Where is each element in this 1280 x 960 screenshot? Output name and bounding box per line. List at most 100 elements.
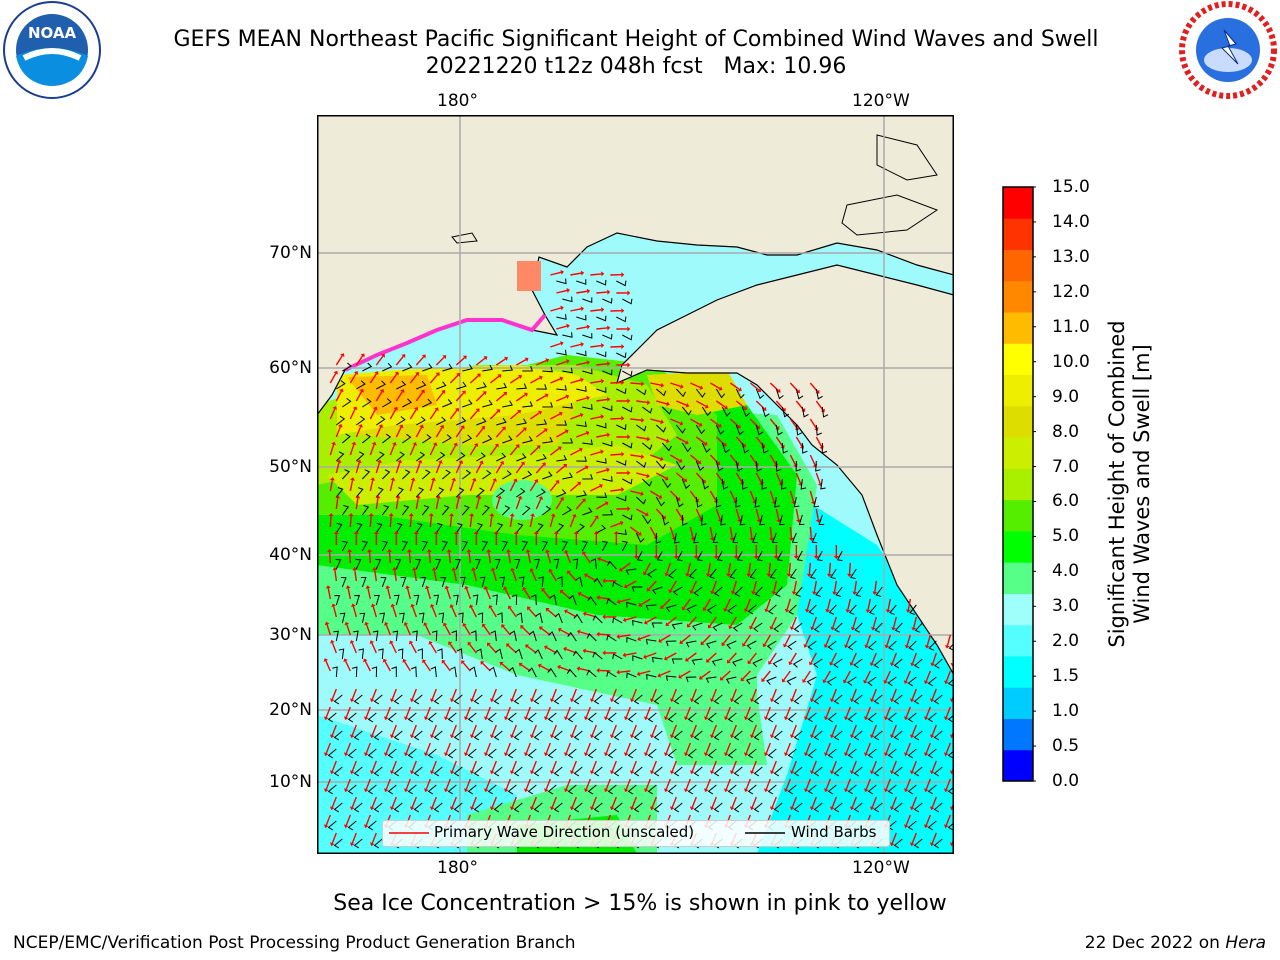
wind-barb	[667, 748, 677, 759]
wind-barb	[633, 766, 643, 777]
wave-direction-arrowhead	[804, 608, 810, 613]
wave-direction-arrow	[946, 634, 952, 646]
wind-barb	[701, 478, 710, 490]
wind-barb	[602, 298, 613, 304]
wave-direction-arrow	[687, 562, 692, 574]
wave-direction-arrowhead	[909, 806, 915, 811]
wind-barb	[692, 622, 703, 631]
wave-direction-arrowhead	[905, 609, 911, 613]
wind-barb	[867, 784, 877, 795]
wave-direction-arrow	[501, 663, 511, 672]
wind-barb	[342, 362, 352, 372]
wave-direction-arrowhead	[530, 513, 536, 517]
wave-direction-arrowhead	[576, 666, 581, 672]
wave-direction-arrowhead	[356, 459, 362, 464]
wave-direction-arrowhead	[689, 589, 695, 594]
wave-direction-arrowhead	[569, 770, 575, 775]
wind-barb	[455, 487, 465, 498]
wind-barb	[367, 748, 377, 759]
wave-direction-arrow	[435, 462, 442, 474]
wind-barb	[573, 613, 583, 624]
wave-direction-arrow	[685, 706, 691, 718]
wind-barb	[373, 730, 383, 741]
wind-barb	[676, 550, 683, 562]
wave-direction-arrowhead	[889, 698, 895, 703]
colorbar-tick-label: 14.0	[1052, 211, 1090, 232]
wave-direction-arrowhead	[563, 752, 569, 757]
wave-field-north-high	[327, 445, 677, 505]
wind-barb	[373, 766, 383, 777]
wave-direction-arrow	[371, 642, 377, 654]
wind-barb	[416, 451, 426, 462]
wave-direction-arrowhead	[704, 404, 709, 409]
wind-barb	[562, 506, 572, 516]
wind-barb	[342, 397, 352, 408]
wave-direction-arrow	[848, 562, 852, 575]
wind-barb	[636, 550, 643, 562]
wind-barb	[653, 802, 663, 813]
wind-barb	[622, 334, 633, 341]
wave-direction-arrow	[596, 398, 608, 402]
wave-direction-arrowhead	[803, 752, 809, 757]
wave-direction-arrow	[824, 670, 831, 681]
wind-barb	[367, 820, 377, 831]
wave-direction-arrow	[570, 272, 582, 276]
wave-direction-arrowhead	[627, 398, 631, 404]
wave-direction-arrowhead	[333, 370, 338, 375]
wave-direction-arrow	[451, 688, 457, 700]
wind-barb	[402, 433, 412, 444]
wind-barb	[813, 658, 823, 668]
wind-barb	[853, 658, 863, 669]
wave-direction-arrowhead	[432, 442, 438, 447]
wave-direction-arrow	[590, 451, 602, 456]
wave-direction-arrow	[371, 724, 377, 736]
wave-direction-arrow	[825, 742, 831, 754]
wave-direction-arrow	[345, 660, 351, 672]
wind-barb	[476, 382, 487, 390]
wave-direction-arrow	[905, 814, 911, 826]
wave-direction-arrowhead	[390, 603, 396, 608]
wave-direction-arrowhead	[473, 443, 479, 447]
wave-direction-arrow	[789, 526, 793, 539]
wave-direction-arrow	[591, 760, 597, 772]
wave-direction-arrow	[445, 706, 451, 718]
wave-direction-arrowhead	[633, 556, 639, 559]
wave-direction-arrowhead	[580, 342, 584, 347]
wind-barb	[582, 333, 593, 339]
wave-direction-arrowhead	[577, 481, 581, 486]
wave-direction-arrowhead	[441, 390, 446, 394]
wave-direction-arrow	[525, 706, 531, 718]
wave-direction-arrowhead	[419, 424, 424, 429]
wave-direction-arrowhead	[664, 656, 668, 661]
colorbar-tick-label: 11.0	[1052, 316, 1090, 337]
wind-barb	[508, 666, 517, 678]
wave-direction-arrowhead	[737, 387, 742, 392]
wave-direction-arrow	[636, 508, 647, 515]
wave-direction-arrowhead	[582, 648, 586, 654]
wind-barb	[753, 802, 763, 813]
wave-direction-arrowhead	[469, 604, 474, 609]
wind-barb	[473, 802, 483, 813]
wind-barb	[338, 648, 345, 660]
wave-direction-arrow	[469, 643, 477, 654]
wind-barb	[356, 415, 366, 426]
wave-direction-arrowhead	[649, 770, 655, 775]
wind-barb	[769, 568, 777, 580]
wind-barb	[401, 469, 411, 480]
wave-direction-arrow	[565, 778, 571, 790]
wind-barb	[416, 381, 427, 390]
wind-barb	[596, 351, 607, 358]
wind-barb	[516, 487, 526, 498]
wind-barb	[516, 383, 528, 390]
wave-direction-arrowhead	[863, 752, 869, 757]
wave-direction-arrow	[385, 706, 391, 718]
wind-barb	[437, 648, 443, 660]
wave-direction-arrow	[611, 796, 617, 808]
wave-direction-arrowhead	[573, 531, 579, 534]
wave-direction-arrow	[695, 436, 706, 445]
wind-barb	[681, 442, 692, 453]
wave-direction-arrow	[411, 688, 417, 700]
wave-direction-arrowhead	[699, 385, 704, 390]
wind-barb	[402, 363, 413, 372]
wave-direction-arrow	[688, 616, 697, 626]
